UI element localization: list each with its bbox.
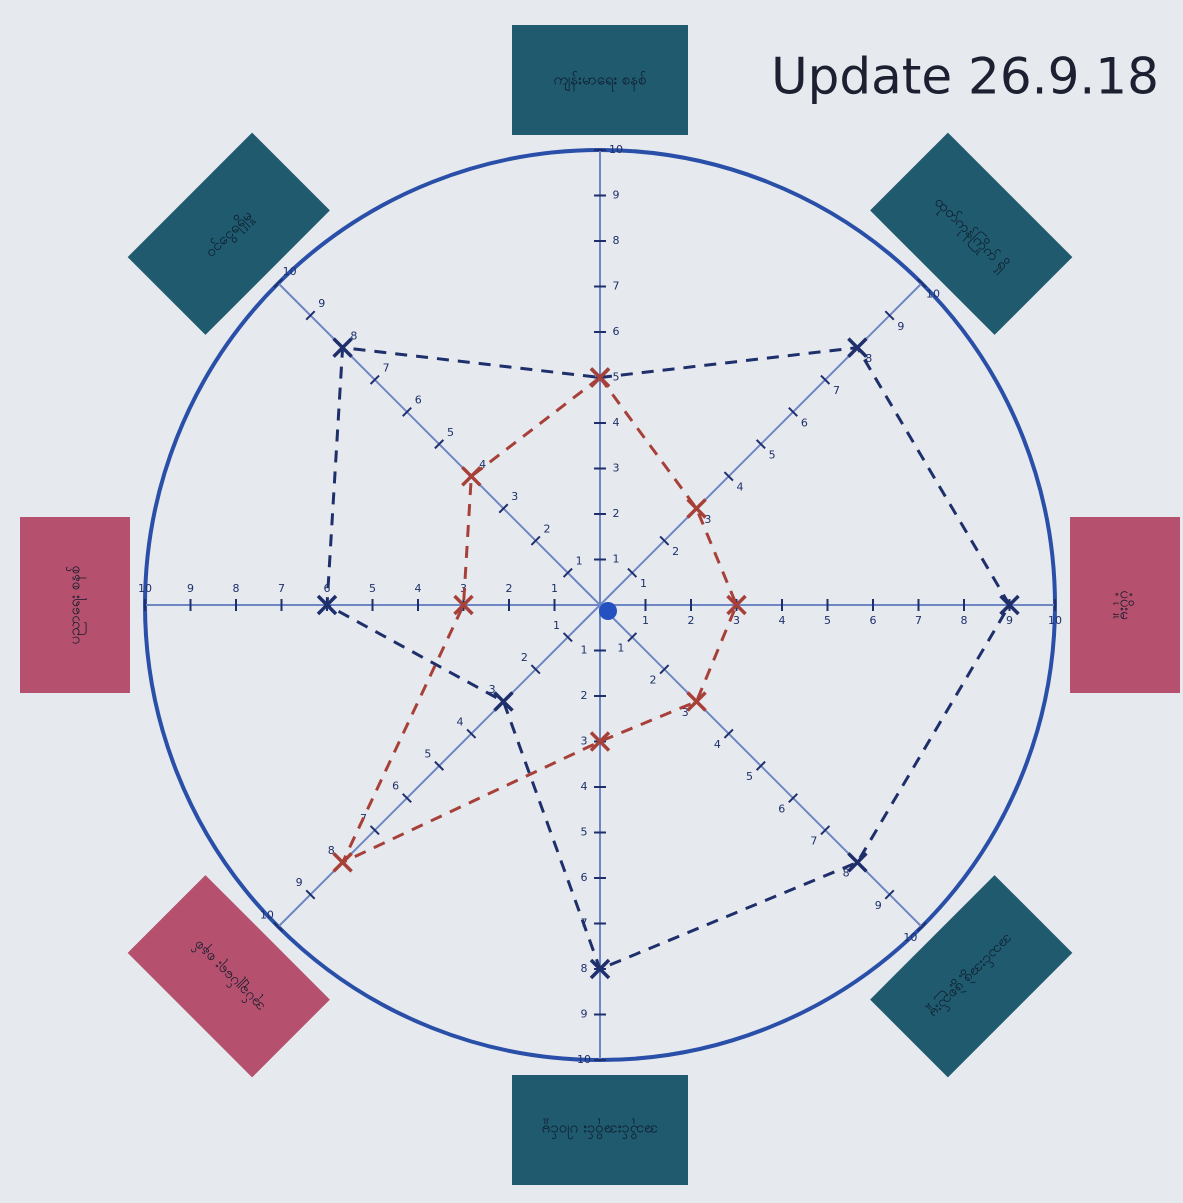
category-label: ပံ့ပိုးမှု bbox=[1114, 590, 1135, 620]
page: Update 26.9.18 1 2 3 4 5 6 7 8 9 10 ကျန်းမာရေး စနစ… bbox=[0, 0, 1183, 1203]
tick-label: 2 bbox=[672, 545, 679, 558]
tick-label: 10 bbox=[609, 143, 623, 156]
tick-label: 3 bbox=[511, 490, 518, 503]
tick-label: 1 bbox=[553, 619, 560, 632]
tick-label: 1 bbox=[581, 644, 588, 657]
tick-label: 6 bbox=[778, 802, 785, 815]
tick-label: 10 bbox=[926, 288, 940, 301]
tick-label: 10 bbox=[903, 931, 917, 944]
tick-label: 4 bbox=[581, 780, 588, 793]
tick-label: 4 bbox=[613, 416, 620, 429]
tick-label: 4 bbox=[456, 715, 463, 728]
tick-label: 8 bbox=[233, 582, 240, 595]
tick-label: 7 bbox=[833, 384, 840, 397]
category-box: ကျန်းမာရေး စနစ် bbox=[512, 25, 688, 135]
category-label: အသိုင်းအဝိုင်း ပါဝင်မှု bbox=[542, 1119, 658, 1140]
tick-label: 8 bbox=[613, 234, 620, 247]
tick-label: 4 bbox=[714, 738, 721, 751]
tick-label: 2 bbox=[506, 582, 513, 595]
tick-label: 6 bbox=[870, 614, 877, 627]
tick-label: 5 bbox=[613, 371, 620, 384]
tick-label: 6 bbox=[392, 780, 399, 793]
tick-label: 2 bbox=[581, 689, 588, 702]
tick-label: 5 bbox=[424, 748, 431, 761]
tick-label: 9 bbox=[296, 876, 303, 889]
tick-label: 6 bbox=[581, 871, 588, 884]
category-box: ပညာရေး စနစ် bbox=[20, 517, 130, 693]
tick-label: 7 bbox=[613, 280, 620, 293]
tick-label: 10 bbox=[283, 265, 297, 278]
category-label: ပညာရေး စနစ် bbox=[66, 565, 87, 644]
tick-label: 7 bbox=[383, 361, 390, 374]
tick-label: 7 bbox=[915, 614, 922, 627]
tick-label: 5 bbox=[369, 582, 376, 595]
tick-label: 9 bbox=[318, 297, 325, 310]
tick-label: 10 bbox=[577, 1053, 591, 1066]
tick-label: 9 bbox=[613, 189, 620, 202]
tick-label: 1 bbox=[576, 555, 583, 568]
chart-title: Update 26.9.18 bbox=[771, 48, 1159, 106]
tick-label: 2 bbox=[650, 674, 657, 687]
tick-label: 2 bbox=[521, 651, 528, 664]
category-box: ပံ့ပိုးမှု bbox=[1070, 517, 1180, 693]
tick-label: 2 bbox=[543, 522, 550, 535]
tick-label: 9 bbox=[187, 582, 194, 595]
tick-label: 5 bbox=[769, 448, 776, 461]
category-label: ကျန်းမာရေး စနစ် bbox=[553, 71, 646, 92]
tick-label: 1 bbox=[551, 582, 558, 595]
tick-label: 1 bbox=[617, 641, 624, 654]
tick-label: 7 bbox=[810, 835, 817, 848]
tick-label: 3 bbox=[733, 614, 740, 627]
tick-label: 4 bbox=[779, 614, 786, 627]
tick-label: 4 bbox=[737, 481, 744, 494]
tick-label: 8 bbox=[961, 614, 968, 627]
tick-label: 9 bbox=[581, 1008, 588, 1021]
tick-label: 9 bbox=[897, 320, 904, 333]
tick-label: 1 bbox=[640, 577, 647, 590]
chart: Update 26.9.18 1 2 3 4 5 6 7 8 9 10 ကျန်းမာရေး စနစ… bbox=[0, 0, 1183, 1203]
tick-label: 6 bbox=[801, 416, 808, 429]
tick-label: 3 bbox=[581, 735, 588, 748]
category-box: အသိုင်းအဝိုင်း ပါဝင်မှု bbox=[512, 1075, 688, 1185]
tick-label: 6 bbox=[613, 325, 620, 338]
tick-label: 10 bbox=[1048, 614, 1062, 627]
tick-label: 3 bbox=[704, 513, 711, 526]
tick-label: 5 bbox=[824, 614, 831, 627]
tick-label: 9 bbox=[875, 899, 882, 912]
center-dot bbox=[599, 602, 617, 620]
tick-label: 10 bbox=[260, 908, 274, 921]
tick-label: 5 bbox=[447, 426, 454, 439]
tick-label: 1 bbox=[642, 614, 649, 627]
tick-label: 5 bbox=[746, 770, 753, 783]
tick-label: 10 bbox=[138, 582, 152, 595]
tick-label: 5 bbox=[581, 826, 588, 839]
tick-label: 2 bbox=[613, 507, 620, 520]
tick-label: 8 bbox=[581, 962, 588, 975]
tick-label: 4 bbox=[415, 582, 422, 595]
tick-label: 3 bbox=[613, 462, 620, 475]
tick-label: 9 bbox=[1006, 614, 1013, 627]
tick-label: 2 bbox=[688, 614, 695, 627]
tick-label: 6 bbox=[415, 394, 422, 407]
tick-label: 7 bbox=[278, 582, 285, 595]
tick-label: 1 bbox=[613, 553, 620, 566]
